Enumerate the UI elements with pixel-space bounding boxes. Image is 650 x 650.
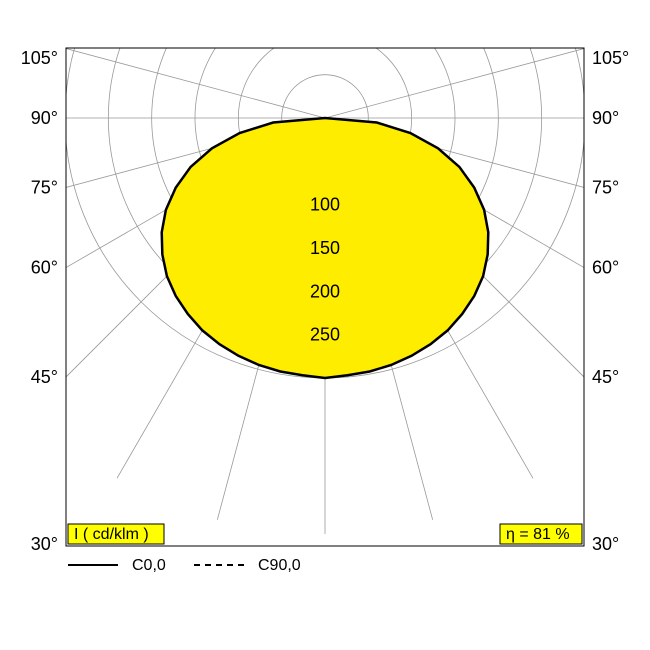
polar-chart-svg: 100 150 200 250 105° 90° 75° 60° 45° 30° 105° 90° 75… [0,0,650,650]
angle-label-right: 90° [592,108,619,128]
angle-label-right: 60° [592,258,619,278]
angle-label-left: 90° [31,108,58,128]
legend-text-right: η = 81 % [506,526,570,543]
radial-tick-label: 150 [310,238,340,258]
angle-label-right: 75° [592,177,619,197]
angle-label-right: 105° [592,48,629,68]
legend-text-left: I ( cd/klm ) [74,526,149,543]
legend-c90-label: C90,0 [258,557,301,574]
angle-label-left: 45° [31,367,58,387]
angle-label-left: 60° [31,258,58,278]
angle-label-left: 30° [31,534,58,554]
angle-label-right: 45° [592,367,619,387]
angle-label-right: 30° [592,534,619,554]
radial-tick-label: 250 [310,325,340,345]
radial-tick-label: 200 [310,281,340,301]
angle-label-left: 75° [31,177,58,197]
radial-tick-label: 100 [310,195,340,215]
angle-label-left: 105° [21,48,58,68]
legend-c0-label: C0,0 [132,557,166,574]
polar-chart-container: { "chart": { "type": "polar-intensity-di… [0,0,650,650]
